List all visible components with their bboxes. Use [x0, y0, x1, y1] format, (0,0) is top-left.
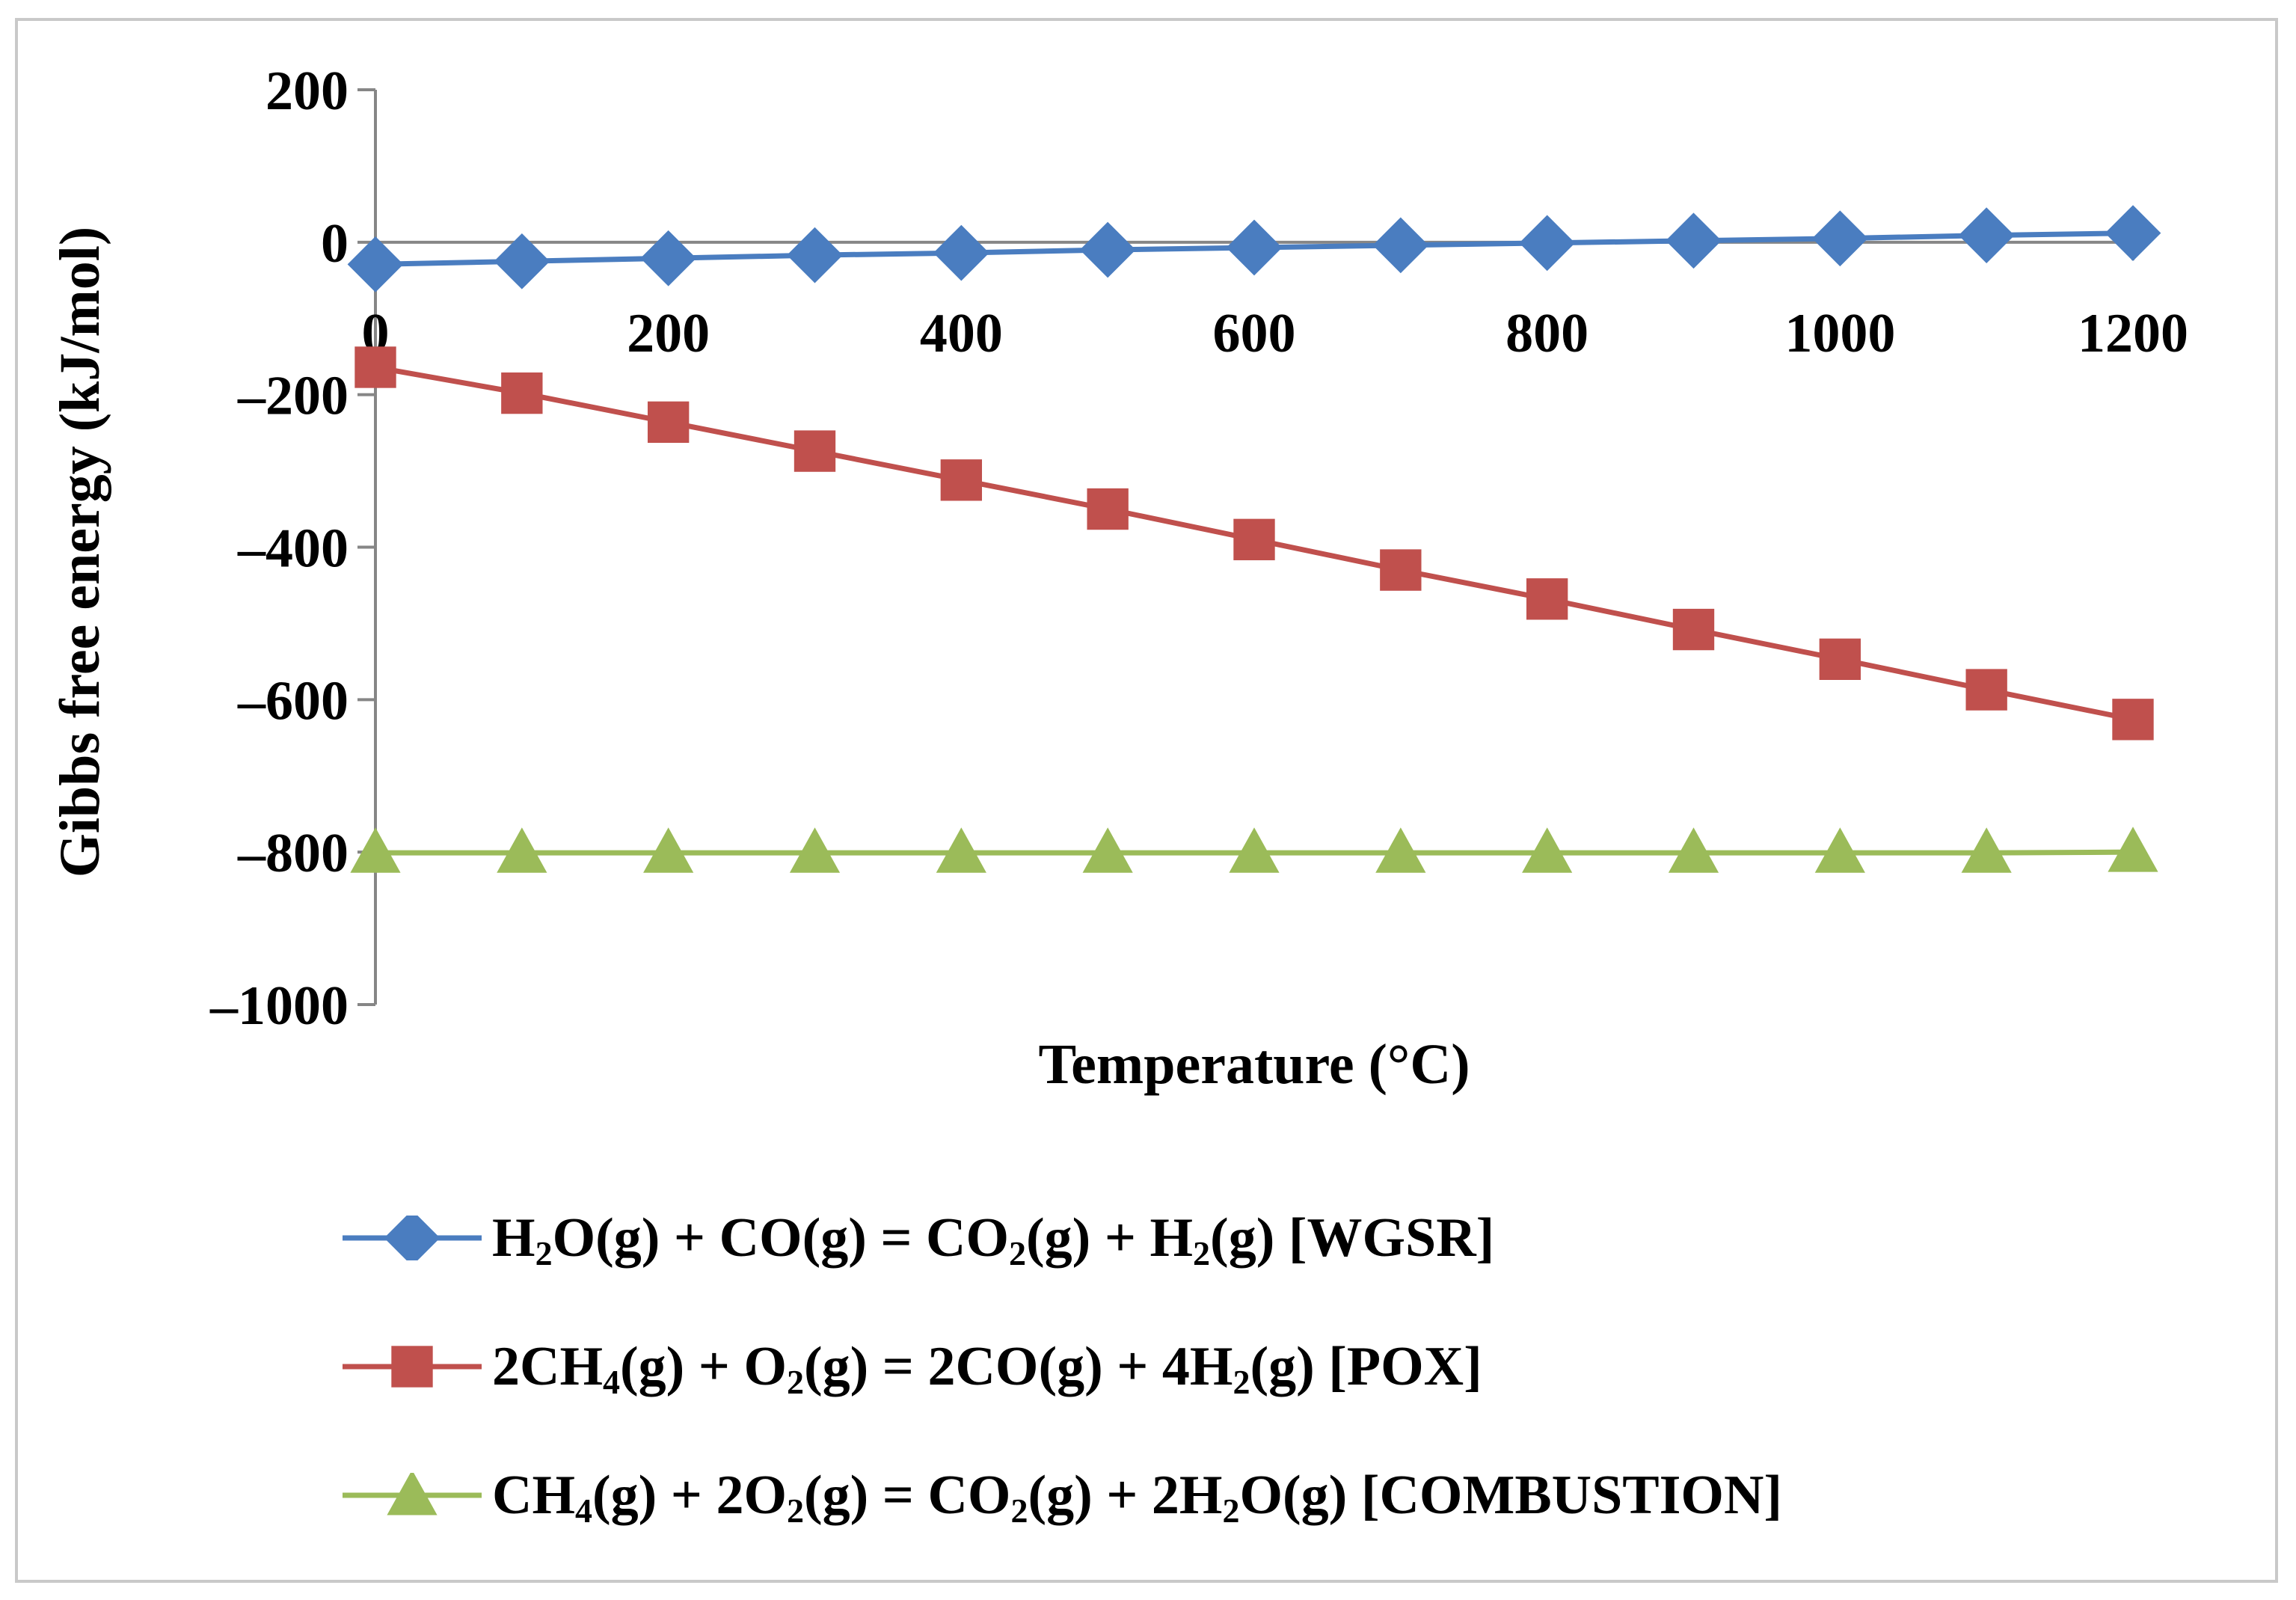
data-point-square	[501, 372, 543, 414]
x-axis-label: Temperature (°C)	[1038, 1033, 1470, 1096]
data-point-triangle	[350, 827, 401, 873]
legend-label: CH4(g) + 2O2(g) = CO2(g) + 2H2O(g) [COMB…	[492, 1465, 1783, 1530]
chart-frame	[15, 18, 2278, 1583]
data-point-triangle	[497, 827, 547, 873]
x-tick-label: 1000	[1784, 303, 1895, 364]
data-point-diamond	[1372, 217, 1429, 274]
data-point-triangle	[1668, 827, 1719, 873]
data-point-triangle	[1082, 827, 1133, 873]
x-tick-label: 400	[920, 303, 1003, 364]
data-point-square	[1965, 669, 2007, 711]
data-point-diamond	[1226, 219, 1283, 276]
data-point-square	[647, 401, 690, 444]
data-point-square	[794, 430, 836, 472]
data-point-triangle	[1961, 827, 2012, 873]
x-tick-label: 200	[627, 303, 710, 364]
data-point-triangle	[1375, 827, 1426, 873]
data-point-diamond	[933, 224, 989, 281]
legend-marker-triangle	[387, 1473, 438, 1515]
data-point-square	[1380, 549, 1422, 591]
data-point-square	[2112, 699, 2154, 741]
data-point-diamond	[1519, 215, 1576, 272]
y-tick-label: –400	[237, 518, 349, 580]
data-point-diamond	[1666, 212, 1722, 269]
data-point-square	[1526, 578, 1568, 620]
data-point-square	[1233, 518, 1275, 560]
legend-label: 2CH4(g) + O2(g) = 2CO(g) + 4H2(g) [POX]	[492, 1336, 1482, 1401]
legend-item: CH4(g) + 2O2(g) = CO2(g) + 2H2O(g) [COMB…	[343, 1450, 2212, 1540]
legend-swatch	[343, 1216, 482, 1260]
series-triangle	[350, 827, 2158, 873]
legend-label: H2O(g) + CO(g) = CO2(g) + H2(g) [WGSR]	[492, 1207, 1495, 1272]
legend-marker-square	[391, 1346, 433, 1388]
y-tick-label: –800	[237, 823, 349, 884]
data-point-diamond	[1958, 207, 2015, 264]
y-tick-label: 0	[321, 213, 349, 275]
data-point-diamond	[1811, 210, 1868, 267]
data-point-square	[354, 346, 396, 388]
x-tick-label: 1200	[2078, 303, 2188, 364]
data-point-square	[1087, 488, 1129, 530]
data-point-triangle	[643, 827, 694, 873]
series-square	[354, 346, 2154, 741]
data-point-triangle	[2108, 827, 2158, 872]
data-point-triangle	[1814, 827, 1865, 873]
data-point-triangle	[936, 827, 986, 873]
data-point-diamond	[2105, 205, 2161, 261]
legend-marker-diamond	[384, 1216, 441, 1260]
legend-swatch	[343, 1473, 482, 1515]
data-point-diamond	[1079, 221, 1136, 278]
data-point-triangle	[1229, 827, 1280, 873]
x-tick-label: 800	[1505, 303, 1589, 364]
legend-swatch	[343, 1346, 482, 1388]
y-tick-label: –600	[237, 670, 349, 732]
data-point-diamond	[494, 233, 550, 289]
y-tick-label: –1000	[209, 975, 349, 1037]
chart-series	[347, 205, 2161, 873]
legend-item: H2O(g) + CO(g) = CO2(g) + H2(g) [WGSR]	[343, 1193, 2212, 1283]
data-point-diamond	[640, 230, 697, 286]
data-point-square	[1819, 638, 1861, 680]
data-point-triangle	[1522, 827, 1573, 873]
y-tick-label: 200	[265, 61, 349, 122]
x-tick-label: 600	[1213, 303, 1296, 364]
y-tick-label: –200	[237, 366, 349, 427]
data-point-square	[940, 459, 983, 501]
data-point-diamond	[347, 236, 404, 292]
data-point-square	[1672, 608, 1715, 651]
series-diamond	[347, 205, 2161, 292]
data-point-diamond	[787, 227, 843, 283]
legend-item: 2CH4(g) + O2(g) = 2CO(g) + 4H2(g) [POX]	[343, 1322, 2212, 1412]
data-point-triangle	[789, 827, 841, 873]
y-axis-label: Gibbs free energy (kJ/mol)	[49, 227, 111, 877]
